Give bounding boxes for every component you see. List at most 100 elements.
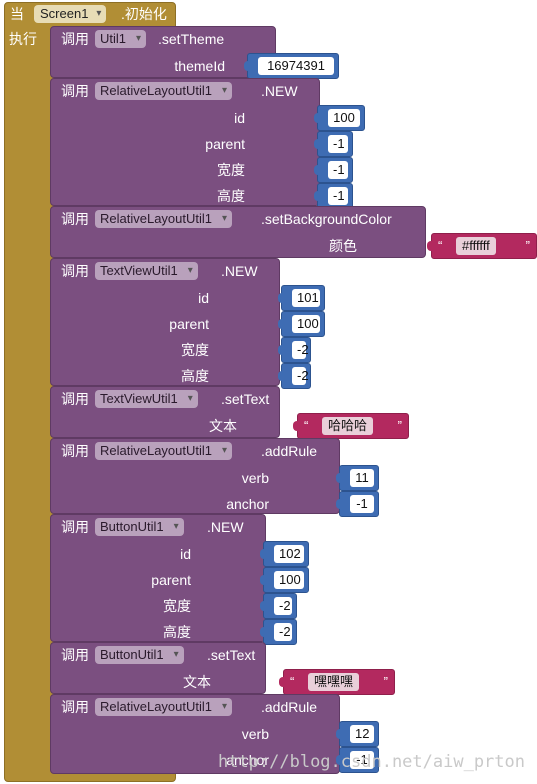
close-quote-icon: ” xyxy=(383,674,388,689)
call-block-textviewutil1-new[interactable]: 调用 TextViewUtil1 .NEW id 101 parent 100 宽度 -2 高度 -… xyxy=(50,258,325,389)
call-label: 调用 xyxy=(61,519,89,535)
call-label: 调用 xyxy=(61,211,89,227)
call-block-buttonutil1-new[interactable]: 调用 ButtonUtil1 .NEW id 102 parent 100 宽度 -2 高度 -2 xyxy=(50,514,309,645)
param-label-param: 宽度 xyxy=(217,162,245,178)
number-block[interactable]: -1 xyxy=(314,183,353,209)
call-label: 调用 xyxy=(61,391,89,407)
close-quote-icon: ” xyxy=(397,418,402,433)
method-name: .setText xyxy=(221,391,270,407)
call-label: 调用 xyxy=(61,699,89,715)
text-block[interactable]: “ 嘿嘿嘿 ” xyxy=(279,669,395,695)
component-dropdown[interactable]: Util1 xyxy=(95,30,147,48)
param-label-parent: parent xyxy=(169,316,209,332)
method-name: .setText xyxy=(207,647,256,663)
number-value-field[interactable]: 16974391 xyxy=(258,57,334,75)
open-quote-icon: “ xyxy=(438,238,443,253)
param-label-param: 文本 xyxy=(183,674,211,690)
param-label-id: id xyxy=(180,546,191,562)
component-dropdown[interactable]: RelativeLayoutUtil1 xyxy=(95,442,233,460)
param-label-parent: parent xyxy=(205,136,245,152)
number-value-field[interactable]: -1 xyxy=(350,495,374,513)
call-block-textviewutil1-settext[interactable]: 调用 TextViewUtil1 .setText 文本 “ 哈哈哈 ” xyxy=(50,386,409,439)
number-block[interactable]: 16974391 xyxy=(244,53,339,79)
param-label-param: 高度 xyxy=(163,624,191,640)
param-label-verb: verb xyxy=(241,726,269,742)
watermark-text: http://blog.csdn.net/aiw_prton xyxy=(217,752,525,772)
number-block[interactable]: -1 xyxy=(336,747,379,773)
text-value-field[interactable]: #ffffff xyxy=(456,237,496,255)
text-block[interactable]: “ #ffffff ” xyxy=(427,233,537,259)
method-name: .NEW xyxy=(207,519,244,535)
open-quote-icon: “ xyxy=(290,674,295,689)
call-block-util1-settheme[interactable]: 调用 Util1 .setTheme themeId 16974391 xyxy=(50,26,339,79)
number-block[interactable]: 100 xyxy=(260,567,309,593)
number-block[interactable]: 12 xyxy=(336,721,379,747)
number-block[interactable]: 102 xyxy=(260,541,309,567)
param-label-param: 宽度 xyxy=(163,598,191,614)
call-block-relativelayoututil1-setbackgroundcolor[interactable]: 调用 RelativeLayoutUtil1 .setBackgroundColor… xyxy=(50,206,537,259)
call-label: 调用 xyxy=(61,263,89,279)
param-label-param: 高度 xyxy=(217,188,245,204)
component-dropdown[interactable]: TextViewUtil1 xyxy=(95,390,198,408)
text-value-field[interactable]: 嘿嘿嘿 xyxy=(308,673,360,691)
text-value-field[interactable]: 哈哈哈 xyxy=(322,417,374,435)
method-name: .NEW xyxy=(221,263,258,279)
number-value-field[interactable]: -2 xyxy=(292,341,309,359)
number-value-field[interactable]: 12 xyxy=(350,725,374,743)
param-label-parent: parent xyxy=(151,572,191,588)
component-dropdown[interactable]: ButtonUtil1 xyxy=(95,646,184,664)
number-value-field[interactable]: 102 xyxy=(274,545,304,563)
call-block-relativelayoututil1-addrule[interactable]: 调用 RelativeLayoutUtil1 .addRule verb 12 ancho… xyxy=(50,694,379,774)
call-block-relativelayoututil1-addrule[interactable]: 调用 RelativeLayoutUtil1 .addRule verb 11 ancho… xyxy=(50,438,379,517)
number-value-field[interactable]: -1 xyxy=(350,751,374,769)
call-block-buttonutil1-settext[interactable]: 调用 ButtonUtil1 .setText 文本 “ 嘿嘿嘿 ” xyxy=(50,642,395,695)
number-value-field[interactable]: -1 xyxy=(328,135,348,153)
number-block[interactable]: -1 xyxy=(336,491,379,517)
call-label: 调用 xyxy=(61,647,89,663)
number-value-field[interactable]: -2 xyxy=(274,623,292,641)
open-quote-icon: “ xyxy=(304,418,309,433)
param-label-param: 宽度 xyxy=(181,342,209,358)
number-block[interactable]: -1 xyxy=(314,157,353,183)
method-name: .NEW xyxy=(261,83,298,99)
component-dropdown[interactable]: TextViewUtil1 xyxy=(95,262,198,280)
do-label: 执行 xyxy=(9,31,37,47)
number-value-field[interactable]: 101 xyxy=(292,289,320,307)
text-block[interactable]: “ 哈哈哈 ” xyxy=(293,413,409,439)
component-dropdown[interactable]: RelativeLayoutUtil1 xyxy=(95,210,233,228)
number-value-field[interactable]: -1 xyxy=(328,161,348,179)
component-dropdown[interactable]: Screen1 xyxy=(34,5,107,23)
param-label-verb: verb xyxy=(241,470,269,486)
param-label-param: 高度 xyxy=(181,368,209,384)
number-value-field[interactable]: 100 xyxy=(328,109,360,127)
number-block[interactable]: 11 xyxy=(336,465,379,491)
number-block[interactable]: -1 xyxy=(314,131,353,157)
number-block[interactable]: -2 xyxy=(260,593,297,619)
call-label: 调用 xyxy=(61,443,89,459)
param-label-id: id xyxy=(234,110,245,126)
number-value-field[interactable]: 100 xyxy=(292,315,320,333)
number-block[interactable]: 101 xyxy=(278,285,325,311)
number-value-field[interactable]: -1 xyxy=(328,187,348,205)
param-label-param: 文本 xyxy=(209,418,237,434)
param-label-param: 颜色 xyxy=(329,238,357,254)
component-dropdown[interactable]: ButtonUtil1 xyxy=(95,518,184,536)
method-name: .addRule xyxy=(261,443,318,459)
param-label-anchor: anchor xyxy=(226,752,269,768)
number-value-field[interactable]: -2 xyxy=(292,367,309,385)
number-value-field[interactable]: -2 xyxy=(274,597,292,615)
number-value-field[interactable]: 11 xyxy=(350,469,374,487)
number-block[interactable]: -2 xyxy=(278,363,311,389)
number-block[interactable]: 100 xyxy=(314,105,365,131)
number-value-field[interactable]: 100 xyxy=(274,571,304,589)
param-label-id: id xyxy=(198,290,209,306)
when-label: 当 xyxy=(10,6,24,22)
method-name: .setBackgroundColor xyxy=(261,211,392,227)
component-dropdown[interactable]: RelativeLayoutUtil1 xyxy=(95,698,233,716)
number-block[interactable]: -2 xyxy=(260,619,297,645)
number-block[interactable]: -2 xyxy=(278,337,311,363)
call-label: 调用 xyxy=(61,31,89,47)
component-dropdown[interactable]: RelativeLayoutUtil1 xyxy=(95,82,233,100)
number-block[interactable]: 100 xyxy=(278,311,325,337)
call-block-relativelayoututil1-new[interactable]: 调用 RelativeLayoutUtil1 .NEW id 100 parent -1 宽度… xyxy=(50,78,365,209)
